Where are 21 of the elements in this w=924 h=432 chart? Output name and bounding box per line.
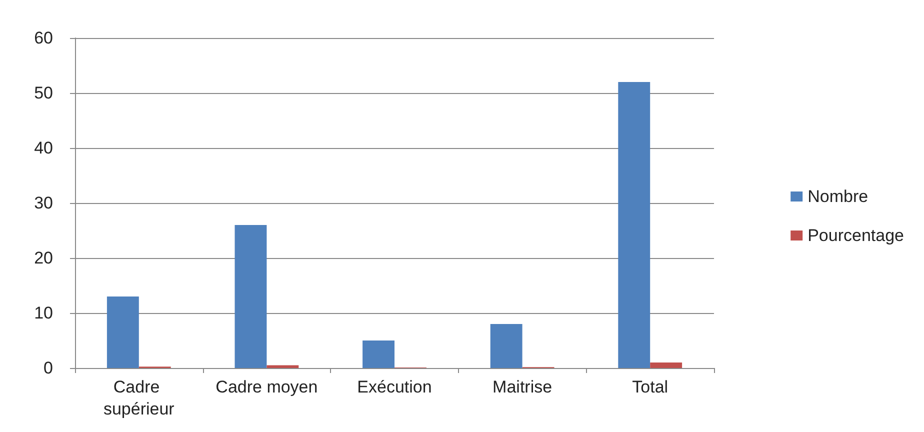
legend-label: Nombre bbox=[808, 187, 868, 206]
bar bbox=[618, 82, 650, 368]
bar bbox=[266, 365, 299, 368]
bar bbox=[106, 296, 139, 368]
y-tick-label: 50 bbox=[34, 84, 53, 102]
y-tick-label: 60 bbox=[34, 28, 53, 48]
x-tick-label: Total bbox=[632, 378, 668, 396]
x-tick-label: Cadre supérieur bbox=[103, 378, 175, 418]
legend-label: Pourcentage bbox=[808, 226, 904, 245]
y-tick-label: 20 bbox=[34, 248, 53, 268]
x-tick-label: Maitrise bbox=[492, 378, 552, 396]
y-tick-label: 30 bbox=[34, 194, 53, 212]
bar bbox=[490, 324, 522, 368]
y-tick-label: 10 bbox=[34, 304, 53, 322]
bar bbox=[362, 340, 394, 368]
bar bbox=[234, 225, 267, 368]
y-tick-label: 0 bbox=[44, 358, 53, 378]
bar bbox=[650, 362, 682, 368]
x-tick-label: Exécution bbox=[357, 378, 432, 396]
x-tick-label: Cadre moyen bbox=[216, 378, 318, 396]
y-tick-label: 40 bbox=[34, 138, 53, 158]
